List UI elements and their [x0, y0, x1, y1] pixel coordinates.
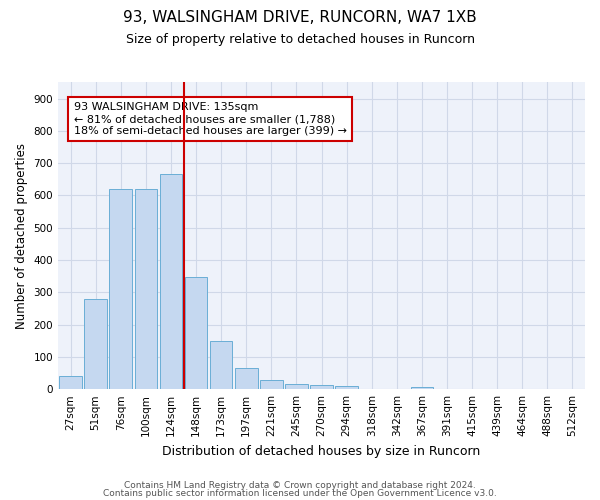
Bar — [410, 386, 433, 389]
Bar — [134, 189, 157, 389]
Text: Contains HM Land Registry data © Crown copyright and database right 2024.: Contains HM Land Registry data © Crown c… — [124, 481, 476, 490]
X-axis label: Distribution of detached houses by size in Runcorn: Distribution of detached houses by size … — [163, 444, 481, 458]
Bar — [235, 368, 257, 389]
Bar — [285, 384, 308, 389]
Text: 93, WALSINGHAM DRIVE, RUNCORN, WA7 1XB: 93, WALSINGHAM DRIVE, RUNCORN, WA7 1XB — [123, 10, 477, 25]
Text: Size of property relative to detached houses in Runcorn: Size of property relative to detached ho… — [125, 32, 475, 46]
Bar — [185, 277, 208, 389]
Bar — [85, 300, 107, 389]
Bar — [59, 376, 82, 389]
Bar — [310, 386, 333, 389]
Text: Contains public sector information licensed under the Open Government Licence v3: Contains public sector information licen… — [103, 488, 497, 498]
Bar — [109, 189, 132, 389]
Y-axis label: Number of detached properties: Number of detached properties — [15, 143, 28, 329]
Bar — [160, 174, 182, 389]
Bar — [210, 342, 232, 389]
Bar — [260, 380, 283, 389]
Bar — [335, 386, 358, 389]
Text: 93 WALSINGHAM DRIVE: 135sqm
← 81% of detached houses are smaller (1,788)
18% of : 93 WALSINGHAM DRIVE: 135sqm ← 81% of det… — [74, 102, 347, 136]
